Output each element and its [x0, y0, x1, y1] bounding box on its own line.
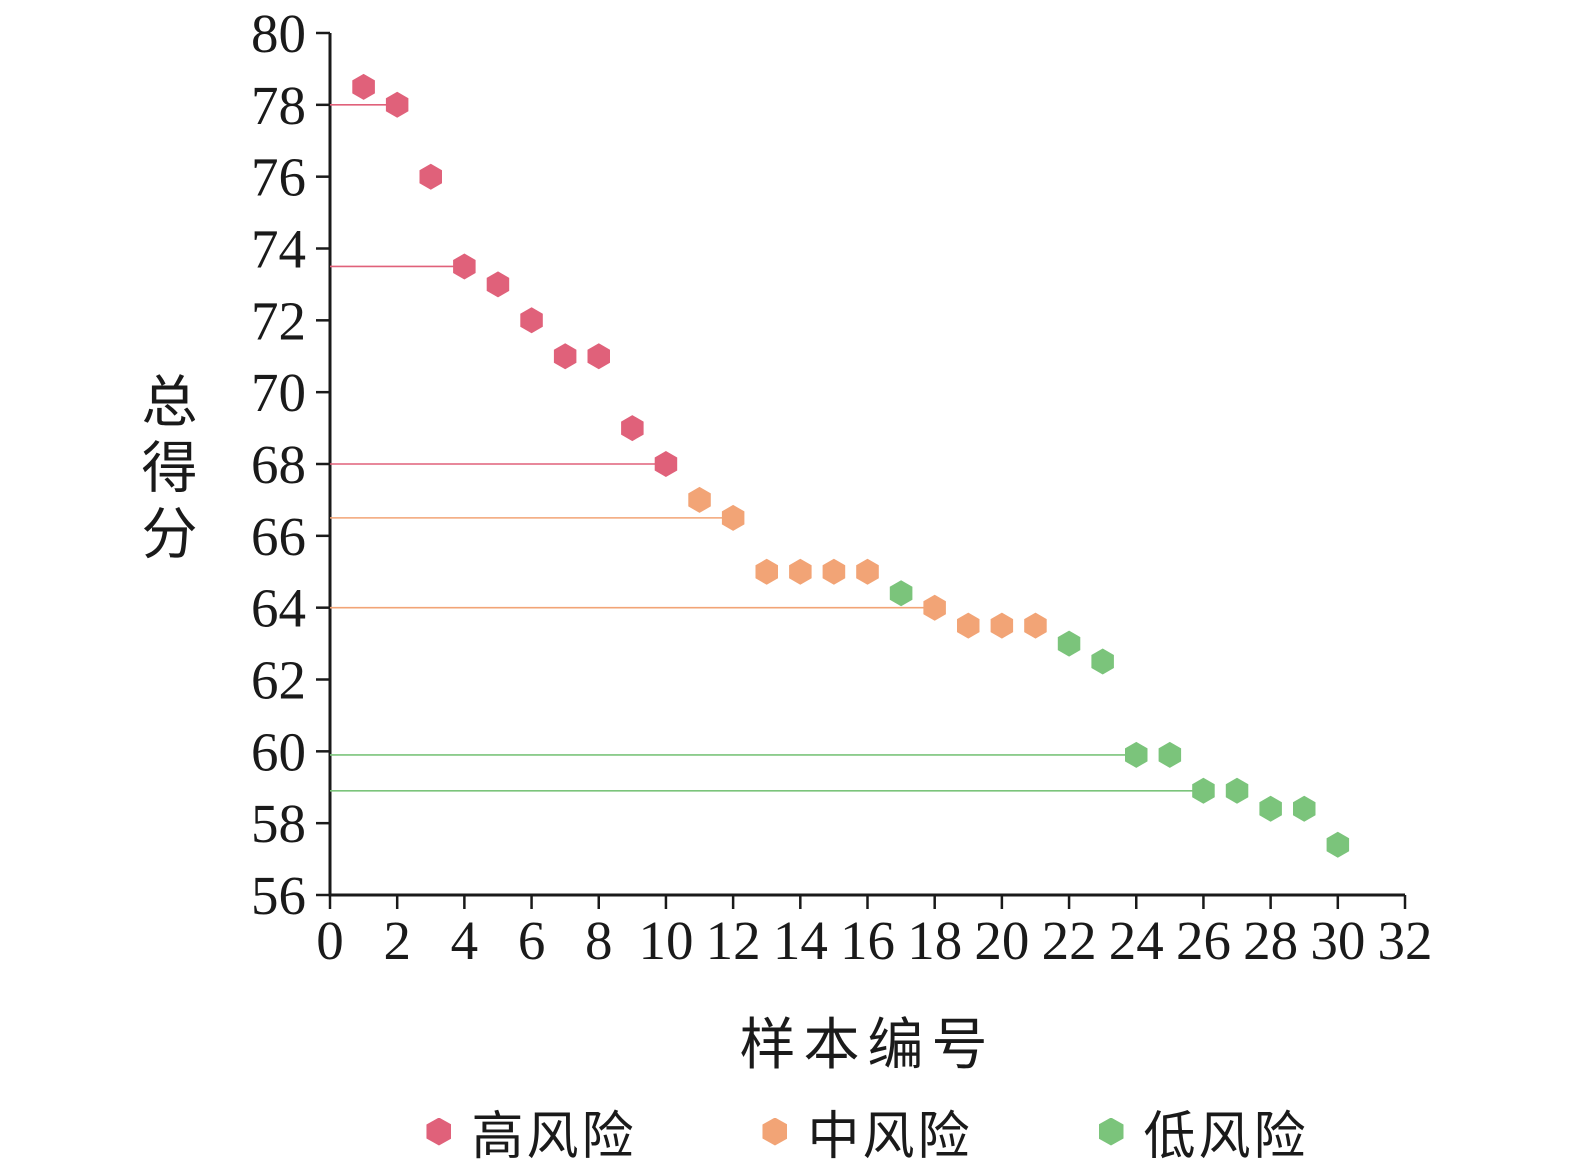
- data-point: [1225, 777, 1249, 804]
- data-point: [486, 271, 510, 298]
- data-point: [621, 415, 644, 442]
- data-point: [822, 558, 846, 585]
- y-tick-label: 62: [251, 650, 306, 711]
- x-tick-label: 30: [1310, 910, 1365, 971]
- y-tick-label: 60: [251, 721, 306, 782]
- data-point: [688, 486, 711, 513]
- data-point: [923, 594, 946, 621]
- data-point: [1024, 612, 1047, 639]
- data-point: [1326, 831, 1350, 858]
- x-tick-label: 6: [518, 910, 546, 971]
- data-point: [385, 91, 409, 118]
- y-axis-title: 总得分: [133, 372, 195, 570]
- data-point: [654, 451, 678, 477]
- low-risk-marker-icon: [1098, 1117, 1124, 1146]
- x-tick-label: 18: [907, 910, 962, 971]
- data-point: [856, 558, 879, 585]
- data-point: [453, 253, 476, 280]
- legend-label-high-risk: 高风险: [471, 1109, 637, 1166]
- data-point: [520, 307, 543, 334]
- y-tick-label: 70: [251, 362, 306, 423]
- x-tick-label: 28: [1243, 910, 1298, 971]
- y-tick-label: 76: [251, 147, 306, 208]
- x-tick-label: 10: [638, 910, 693, 971]
- x-tick-label: 32: [1378, 910, 1433, 971]
- data-point: [1125, 741, 1148, 768]
- y-tick-label: 66: [251, 506, 306, 567]
- x-tick-label: 26: [1176, 910, 1231, 971]
- medium-risk-marker-icon: [762, 1117, 788, 1146]
- y-tick-label: 74: [251, 219, 306, 280]
- x-axis-title: 样本编号: [739, 1015, 996, 1077]
- data-point: [1259, 795, 1282, 822]
- data-point: [352, 73, 375, 100]
- x-tick-label: 4: [451, 910, 479, 971]
- y-tick-label: 58: [251, 793, 306, 854]
- data-point: [1091, 648, 1114, 675]
- data-point: [755, 558, 778, 585]
- x-tick-label: 24: [1109, 910, 1164, 971]
- legend-item-medium-risk: 中风险: [762, 1094, 972, 1169]
- legend-item-low-risk: 低风险: [1098, 1094, 1309, 1169]
- x-tick-label: 8: [585, 910, 613, 971]
- y-tick-label: 72: [251, 290, 306, 351]
- high-risk-marker-icon: [426, 1117, 452, 1146]
- x-tick-label: 14: [773, 910, 828, 971]
- legend: 高风险 中风险 低风险: [330, 1094, 1405, 1169]
- data-point: [1158, 741, 1182, 768]
- x-tick-label: 0: [316, 910, 344, 971]
- y-tick-label: 80: [251, 3, 306, 64]
- data-point: [721, 504, 745, 531]
- data-point: [1293, 795, 1316, 822]
- y-tick-label: 68: [251, 434, 306, 495]
- data-point: [957, 612, 980, 639]
- x-tick-label: 22: [1042, 910, 1097, 971]
- data-point: [419, 163, 442, 190]
- y-tick-label: 64: [251, 578, 306, 639]
- x-tick-label: 16: [840, 910, 895, 971]
- legend-label-low-risk: 低风险: [1143, 1109, 1309, 1166]
- x-tick-label: 2: [383, 910, 411, 971]
- data-point: [587, 343, 610, 370]
- x-tick-label: 12: [706, 910, 761, 971]
- y-tick-label: 78: [251, 75, 306, 136]
- data-point: [553, 343, 577, 370]
- data-point: [789, 558, 812, 585]
- x-tick-label: 20: [974, 910, 1029, 971]
- legend-label-medium-risk: 中风险: [807, 1109, 973, 1166]
- data-point: [889, 580, 913, 607]
- data-point: [1192, 777, 1215, 804]
- y-tick-label: 56: [251, 865, 306, 926]
- data-point: [990, 612, 1014, 639]
- data-point: [1057, 630, 1081, 657]
- legend-item-high-risk: 高风险: [426, 1094, 636, 1169]
